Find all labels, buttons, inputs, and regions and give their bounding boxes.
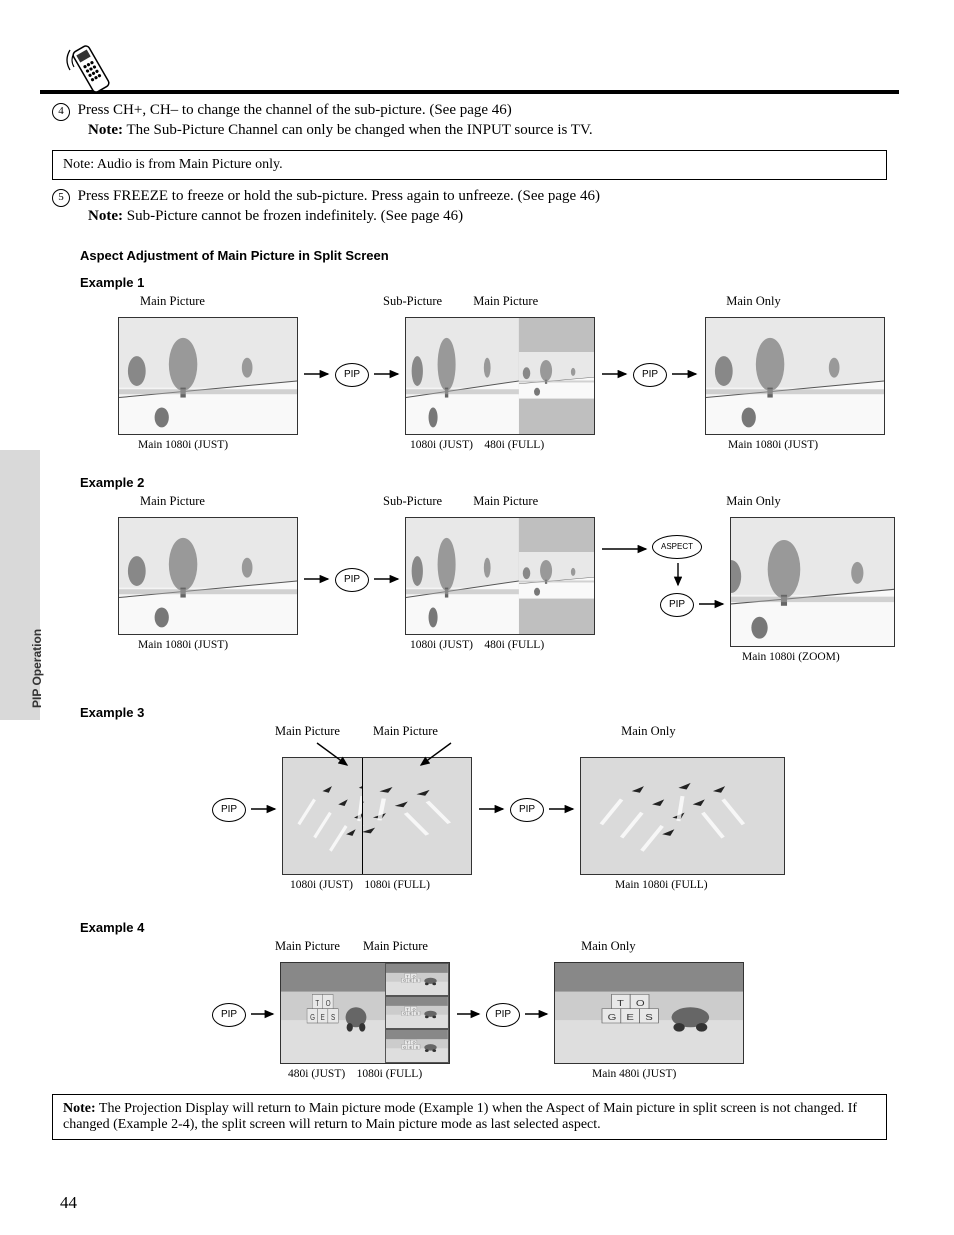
ex3-c3: Main Picture [373, 724, 438, 739]
step-4-text: Press CH+, CH– to change the channel of … [78, 102, 512, 118]
aspect-section-title: Aspect Adjustment of Main Picture in Spl… [80, 248, 899, 263]
note-box-2: Note: The Projection Display will return… [52, 1094, 887, 1140]
ex1-thumb2 [405, 317, 595, 435]
ex2-thumb1 [118, 517, 298, 635]
ex3-c1: Main Picture [275, 724, 340, 739]
ex1-btn-pip: PIP [335, 363, 369, 387]
ex4-btn-pip-2: PIP [486, 1003, 520, 1027]
ex3-thumb1-label: 1080i (JUST) 1080i (FULL) [290, 879, 430, 891]
step-4-num: 4 [52, 103, 70, 121]
ex4-thumb1 [280, 962, 450, 1064]
ex1-thumb3 [705, 317, 885, 435]
step-4: 4 Press CH+, CH– to change the channel o… [52, 102, 899, 140]
ex1-thumb3-label: Main 1080i (JUST) [728, 439, 818, 451]
note-box-2-label: Note: [63, 1101, 96, 1116]
step-5-text: Press FREEZE to freeze or hold the sub-p… [78, 188, 600, 204]
ex3-c4: Main Only [621, 724, 676, 739]
ex4-thumb1-label: 480i (JUST) 1080i (FULL) [288, 1068, 422, 1080]
ex3-thumb2 [580, 757, 785, 875]
ex4-c3: Main Picture [363, 939, 428, 954]
ex2-c1: Main Picture [140, 494, 205, 509]
example-2-flow: Main 1080i (JUST) PIP 1080i (JUST) 480i … [40, 513, 899, 693]
step-5-note-label: Note: [88, 208, 123, 224]
example-2-heading: Example 2 [80, 475, 899, 490]
ex2-btn-aspect: ASPECT [652, 535, 702, 559]
ex2-thumb2-label: 1080i (JUST) 480i (FULL) [410, 639, 544, 651]
ex1-thumb2-label: 1080i (JUST) 480i (FULL) [410, 439, 544, 451]
example-3-heading: Example 3 [80, 705, 899, 720]
step-4-note-text: The Sub-Picture Channel can only be chan… [123, 122, 593, 138]
example-4-captions: Main Picture Main Picture Main Only [275, 939, 899, 954]
ex2-c3: Main Picture [473, 494, 538, 509]
example-2-captions: Main Picture Sub-Picture Main Picture Ma… [130, 494, 899, 509]
step-4-note-label: Note: [88, 122, 123, 138]
side-tab: PIP Operation [0, 450, 40, 720]
ex4-c1: Main Picture [275, 939, 340, 954]
ex2-thumb1-label: Main 1080i (JUST) [138, 639, 228, 651]
example-1-captions: Main Picture Sub-Picture Main Picture Ma… [130, 294, 899, 309]
step-5-note-text: Sub-Picture cannot be frozen indefinitel… [123, 208, 463, 224]
ex4-btn-pip: PIP [212, 1003, 246, 1027]
ex3-thumb1 [282, 757, 472, 875]
ex3-btn-pip-2: PIP [510, 798, 544, 822]
example-4-heading: Example 4 [80, 920, 899, 935]
step-5-num: 5 [52, 189, 70, 207]
page-number: 44 [60, 1193, 77, 1213]
ex2-thumb2 [405, 517, 595, 635]
example-1-flow: Main 1080i (JUST) PIP 1080i (JUST) 480i … [40, 313, 899, 463]
ex2-btn-pip-3: PIP [660, 593, 694, 617]
ex2-thumb3 [730, 517, 895, 647]
divider [40, 90, 899, 94]
ex1-c1: Main Picture [140, 294, 205, 309]
ex1-c3: Main Picture [473, 294, 538, 309]
ex2-c2: Sub-Picture [383, 494, 442, 509]
note-box-2-text: The Projection Display will return to Ma… [63, 1101, 857, 1132]
ex1-thumb1-label: Main 1080i (JUST) [138, 439, 228, 451]
ex4-thumb2 [554, 962, 744, 1064]
ex1-c4: Main Only [726, 294, 781, 309]
example-4-flow: PIP 480i (JUST) 1080i (FULL) PIP Main 48… [40, 958, 899, 1088]
ex1-btn-pip-2: PIP [633, 363, 667, 387]
remote-icon [60, 38, 122, 100]
note-box-1-text: Note: Audio is from Main Picture only. [63, 157, 283, 172]
example-3-flow: PIP 1080i (JUST) 1080i (FULL) PIP Main 1… [40, 743, 899, 908]
ex2-c4: Main Only [726, 494, 781, 509]
example-3-captions: Main Picture Main Picture Main Only [275, 724, 899, 739]
ex2-thumb3-label: Main 1080i (ZOOM) [742, 651, 840, 663]
ex3-thumb2-label: Main 1080i (FULL) [615, 879, 708, 891]
ex2-btn-pip: PIP [335, 568, 369, 592]
ex3-btn-pip: PIP [212, 798, 246, 822]
ex1-c2: Sub-Picture [383, 294, 442, 309]
ex4-thumb2-label: Main 480i (JUST) [592, 1068, 676, 1080]
ex1-thumb1 [118, 317, 298, 435]
ex4-c4: Main Only [581, 939, 636, 954]
example-1-heading: Example 1 [80, 275, 899, 290]
note-box-1: Note: Audio is from Main Picture only. [52, 150, 887, 180]
step-5: 5 Press FREEZE to freeze or hold the sub… [52, 188, 899, 226]
